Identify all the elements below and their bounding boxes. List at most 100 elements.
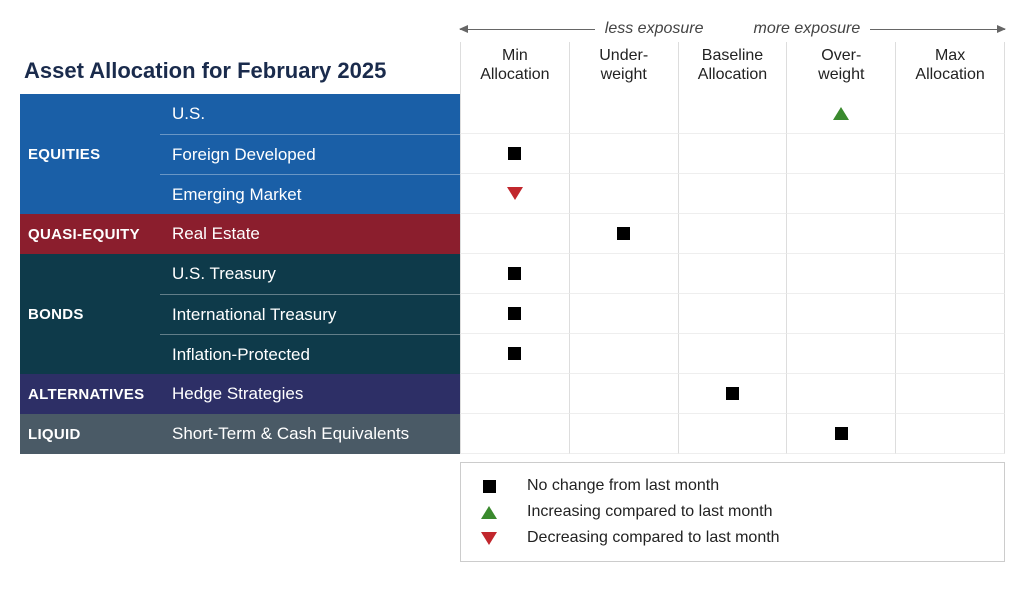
allocation-cell <box>678 374 787 414</box>
allocation-cell <box>460 374 569 414</box>
allocation-cell <box>678 294 787 334</box>
column-header: MinAllocation <box>460 42 569 94</box>
allocation-cell <box>786 334 895 374</box>
category-block: BONDSU.S. TreasuryInternational Treasury… <box>20 254 1005 374</box>
legend-increasing-label: Increasing compared to last month <box>527 503 772 521</box>
asset-label: International Treasury <box>160 294 460 334</box>
allocation-cell <box>678 94 787 134</box>
allocation-cell <box>895 334 1005 374</box>
allocation-cell <box>786 254 895 294</box>
asset-label: Emerging Market <box>160 174 460 214</box>
category-block: QUASI-EQUITYReal Estate <box>20 214 1005 254</box>
category-label: ALTERNATIVES <box>20 374 160 414</box>
allocation-cell <box>678 414 787 454</box>
allocation-cell <box>569 174 678 214</box>
column-headers: MinAllocationUnder-weightBaselineAllocat… <box>460 42 1005 94</box>
triangle-down-icon <box>481 532 497 545</box>
exposure-axis: less exposure more exposure <box>460 20 1005 42</box>
less-exposure-label: less exposure <box>605 20 704 38</box>
allocation-row: Foreign Developed <box>160 134 1005 174</box>
allocation-cell <box>895 374 1005 414</box>
legend-increasing: Increasing compared to last month <box>479 499 986 525</box>
allocation-cell <box>569 254 678 294</box>
allocation-row: U.S. Treasury <box>160 254 1005 294</box>
allocation-cell <box>569 94 678 134</box>
allocation-cell <box>678 254 787 294</box>
column-header: MaxAllocation <box>895 42 1005 94</box>
allocation-rows: EQUITIESU.S.Foreign DevelopedEmerging Ma… <box>20 94 1005 454</box>
allocation-cell <box>678 214 787 254</box>
category-block: LIQUIDShort-Term & Cash Equivalents <box>20 414 1005 454</box>
category-label: QUASI-EQUITY <box>20 214 160 254</box>
allocation-chart: Asset Allocation for February 2025 less … <box>20 20 1005 562</box>
square-icon <box>835 427 848 440</box>
legend-decreasing-label: Decreasing compared to last month <box>527 529 780 547</box>
header-row: Asset Allocation for February 2025 less … <box>20 20 1005 94</box>
asset-label: Real Estate <box>160 214 460 254</box>
asset-label: Hedge Strategies <box>160 374 460 414</box>
asset-label: Short-Term & Cash Equivalents <box>160 414 460 454</box>
allocation-row: Inflation-Protected <box>160 334 1005 374</box>
allocation-cell <box>460 134 569 174</box>
allocation-cell <box>895 214 1005 254</box>
category-block: ALTERNATIVESHedge Strategies <box>20 374 1005 414</box>
allocation-cell <box>460 254 569 294</box>
column-header: BaselineAllocation <box>678 42 787 94</box>
square-icon <box>617 227 630 240</box>
allocation-cell <box>786 374 895 414</box>
category-label: BONDS <box>20 254 160 374</box>
triangle-down-icon <box>507 187 523 200</box>
allocation-cell <box>460 334 569 374</box>
asset-label: Inflation-Protected <box>160 334 460 374</box>
allocation-row: U.S. <box>160 94 1005 134</box>
column-header: Under-weight <box>569 42 678 94</box>
allocation-cell <box>895 174 1005 214</box>
allocation-cell <box>569 214 678 254</box>
allocation-row: Emerging Market <box>160 174 1005 214</box>
allocation-row: International Treasury <box>160 294 1005 334</box>
allocation-cell <box>569 374 678 414</box>
allocation-cell <box>786 214 895 254</box>
allocation-row: Hedge Strategies <box>160 374 1005 414</box>
allocation-cell <box>569 414 678 454</box>
allocation-cell <box>786 414 895 454</box>
allocation-cell <box>786 134 895 174</box>
allocation-cell <box>460 414 569 454</box>
allocation-cell <box>460 94 569 134</box>
allocation-cell <box>460 294 569 334</box>
allocation-cell <box>895 94 1005 134</box>
triangle-up-icon <box>481 506 497 519</box>
allocation-cell <box>460 174 569 214</box>
chart-title: Asset Allocation for February 2025 <box>20 52 460 94</box>
square-icon <box>508 267 521 280</box>
more-exposure-label: more exposure <box>754 20 861 38</box>
allocation-cell <box>569 134 678 174</box>
allocation-cell <box>786 174 895 214</box>
allocation-cell <box>678 134 787 174</box>
allocation-cell <box>895 254 1005 294</box>
square-icon <box>483 480 496 493</box>
square-icon <box>508 147 521 160</box>
triangle-up-icon <box>833 107 849 120</box>
allocation-cell <box>895 134 1005 174</box>
allocation-cell <box>678 334 787 374</box>
legend-no-change-label: No change from last month <box>527 477 719 495</box>
square-icon <box>726 387 739 400</box>
asset-label: U.S. Treasury <box>160 254 460 294</box>
arrow-left-icon <box>460 29 595 30</box>
column-header: Over-weight <box>786 42 895 94</box>
allocation-cell <box>895 294 1005 334</box>
allocation-row: Short-Term & Cash Equivalents <box>160 414 1005 454</box>
allocation-cell <box>678 174 787 214</box>
category-block: EQUITIESU.S.Foreign DevelopedEmerging Ma… <box>20 94 1005 214</box>
allocation-row: Real Estate <box>160 214 1005 254</box>
square-icon <box>508 307 521 320</box>
category-label: LIQUID <box>20 414 160 454</box>
asset-label: Foreign Developed <box>160 134 460 174</box>
allocation-cell <box>569 334 678 374</box>
legend-no-change: No change from last month <box>479 473 986 499</box>
legend-decreasing: Decreasing compared to last month <box>479 525 986 551</box>
allocation-cell <box>895 414 1005 454</box>
allocation-cell <box>786 94 895 134</box>
asset-label: U.S. <box>160 94 460 134</box>
